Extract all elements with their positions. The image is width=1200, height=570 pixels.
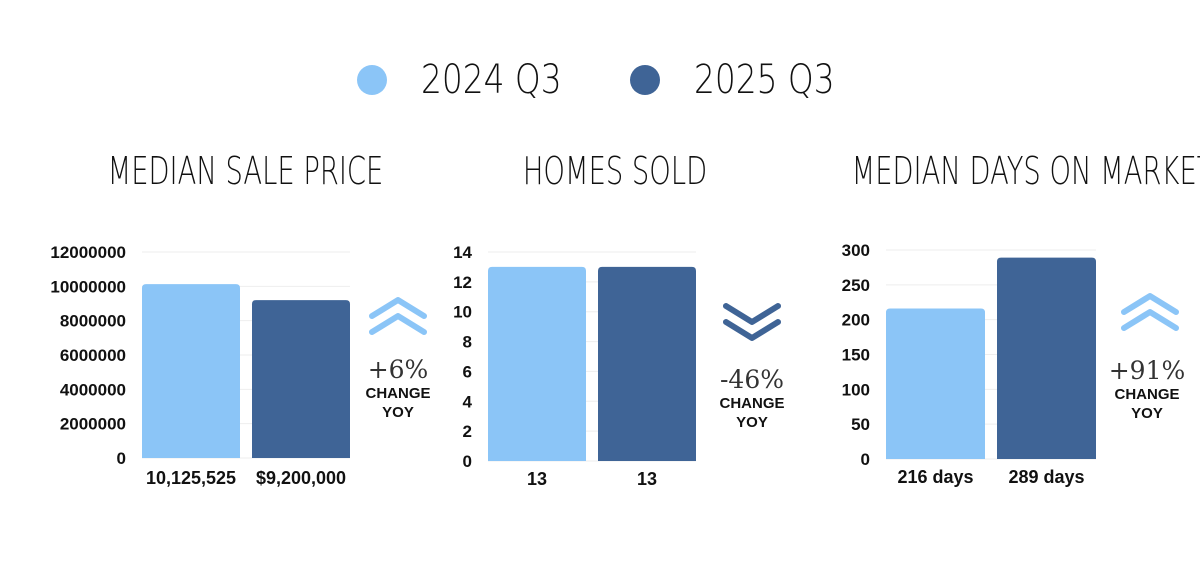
chevron-stroke bbox=[369, 297, 427, 319]
x-category-label: 13 bbox=[637, 469, 657, 489]
bar-2024-q3 bbox=[488, 266, 586, 461]
chevron-up-icon bbox=[1121, 293, 1179, 331]
chart-median-sale-price: 0 2000000 4000000 6000000 8000000 10000000 120… bbox=[50, 243, 350, 488]
change-yoy-median-days-on-market: +91% CHANGE YOY bbox=[1105, 357, 1189, 423]
chart-homes-sold: 0 2 4 6 8 10 12 14 13 13 bbox=[453, 243, 696, 489]
y-tick-label: 12000000 bbox=[50, 243, 126, 262]
chart-title-homes-sold: HOMES SOLD bbox=[522, 149, 708, 193]
chart-title-median-sale-price: MEDIAN SALE PRICE bbox=[107, 149, 384, 193]
x-category-label: 10,125,525 bbox=[146, 468, 236, 488]
x-category-label: $9,200,000 bbox=[256, 468, 346, 488]
chevron-stroke bbox=[369, 313, 427, 335]
y-tick-label: 2000000 bbox=[60, 415, 126, 434]
chart-title-median-days-on-market: MEDIAN DAYS ON MARKET bbox=[851, 149, 1200, 193]
y-tick-label: 14 bbox=[453, 243, 472, 262]
bar-2025-q3 bbox=[598, 266, 696, 461]
y-tick-label: 8000000 bbox=[60, 312, 126, 331]
bar-2025-q3 bbox=[252, 300, 350, 458]
y-tick-label: 100 bbox=[842, 380, 870, 399]
y-tick-label: 200 bbox=[842, 311, 870, 330]
chevron-stroke bbox=[723, 303, 781, 325]
y-tick-label: 6 bbox=[463, 362, 472, 381]
y-tick-label: 4 bbox=[463, 392, 473, 411]
change-yoy-median-sale-price: +6% CHANGE YOY bbox=[356, 356, 440, 422]
legend-label: 2025 Q3 bbox=[694, 57, 835, 103]
x-category-label: 289 days bbox=[1008, 467, 1084, 487]
x-category-label: 216 days bbox=[897, 467, 973, 487]
change-yoy-homes-sold: -46% CHANGE YOY bbox=[710, 366, 794, 432]
legend-item-2025-q3: 2025 Q3 bbox=[630, 52, 865, 108]
y-tick-label: 10000000 bbox=[50, 277, 126, 296]
bar-2025-q3 bbox=[997, 257, 1096, 459]
chevron-stroke bbox=[1121, 293, 1179, 315]
chevron-stroke bbox=[1121, 309, 1179, 331]
change-label-yoy: YOY bbox=[1131, 405, 1163, 422]
bar-2024-q3 bbox=[886, 308, 985, 459]
change-percent: -46% bbox=[719, 365, 784, 394]
chevron-up-icon bbox=[369, 297, 427, 335]
change-label-yoy: YOY bbox=[382, 404, 414, 421]
change-percent: +91% bbox=[1108, 356, 1186, 385]
chevron-down-icon bbox=[723, 303, 781, 341]
legend-swatch bbox=[630, 65, 660, 95]
y-tick-label: 0 bbox=[463, 452, 472, 471]
y-tick-label: 12 bbox=[453, 273, 472, 292]
legend-label: 2024 Q3 bbox=[421, 57, 562, 103]
y-tick-label: 150 bbox=[842, 346, 870, 365]
legend-swatch bbox=[357, 65, 387, 95]
x-category-label: 13 bbox=[527, 469, 547, 489]
change-label-yoy: YOY bbox=[736, 414, 768, 431]
y-tick-label: 2 bbox=[463, 422, 472, 441]
bar-2024-q3 bbox=[142, 284, 240, 458]
y-tick-label: 10 bbox=[453, 303, 472, 322]
change-percent: +6% bbox=[367, 355, 429, 384]
y-tick-label: 250 bbox=[842, 276, 870, 295]
y-tick-label: 0 bbox=[861, 450, 870, 469]
y-tick-label: 6000000 bbox=[60, 346, 126, 365]
change-label: CHANGE bbox=[719, 395, 785, 412]
y-tick-label: 4000000 bbox=[60, 380, 126, 399]
chart-median-days-on-market: 0 50 100 150 200 250 300 216 days 289 days bbox=[842, 241, 1096, 487]
y-tick-label: 0 bbox=[117, 449, 126, 468]
change-label: CHANGE bbox=[1114, 386, 1180, 403]
y-tick-label: 300 bbox=[842, 241, 870, 260]
y-tick-label: 8 bbox=[463, 333, 472, 352]
legend-item-2024-q3: 2024 Q3 bbox=[357, 52, 592, 108]
change-label: CHANGE bbox=[365, 385, 431, 402]
y-tick-label: 50 bbox=[851, 415, 870, 434]
legend: 2024 Q3 2025 Q3 bbox=[0, 52, 1200, 108]
chevron-stroke bbox=[723, 319, 781, 341]
